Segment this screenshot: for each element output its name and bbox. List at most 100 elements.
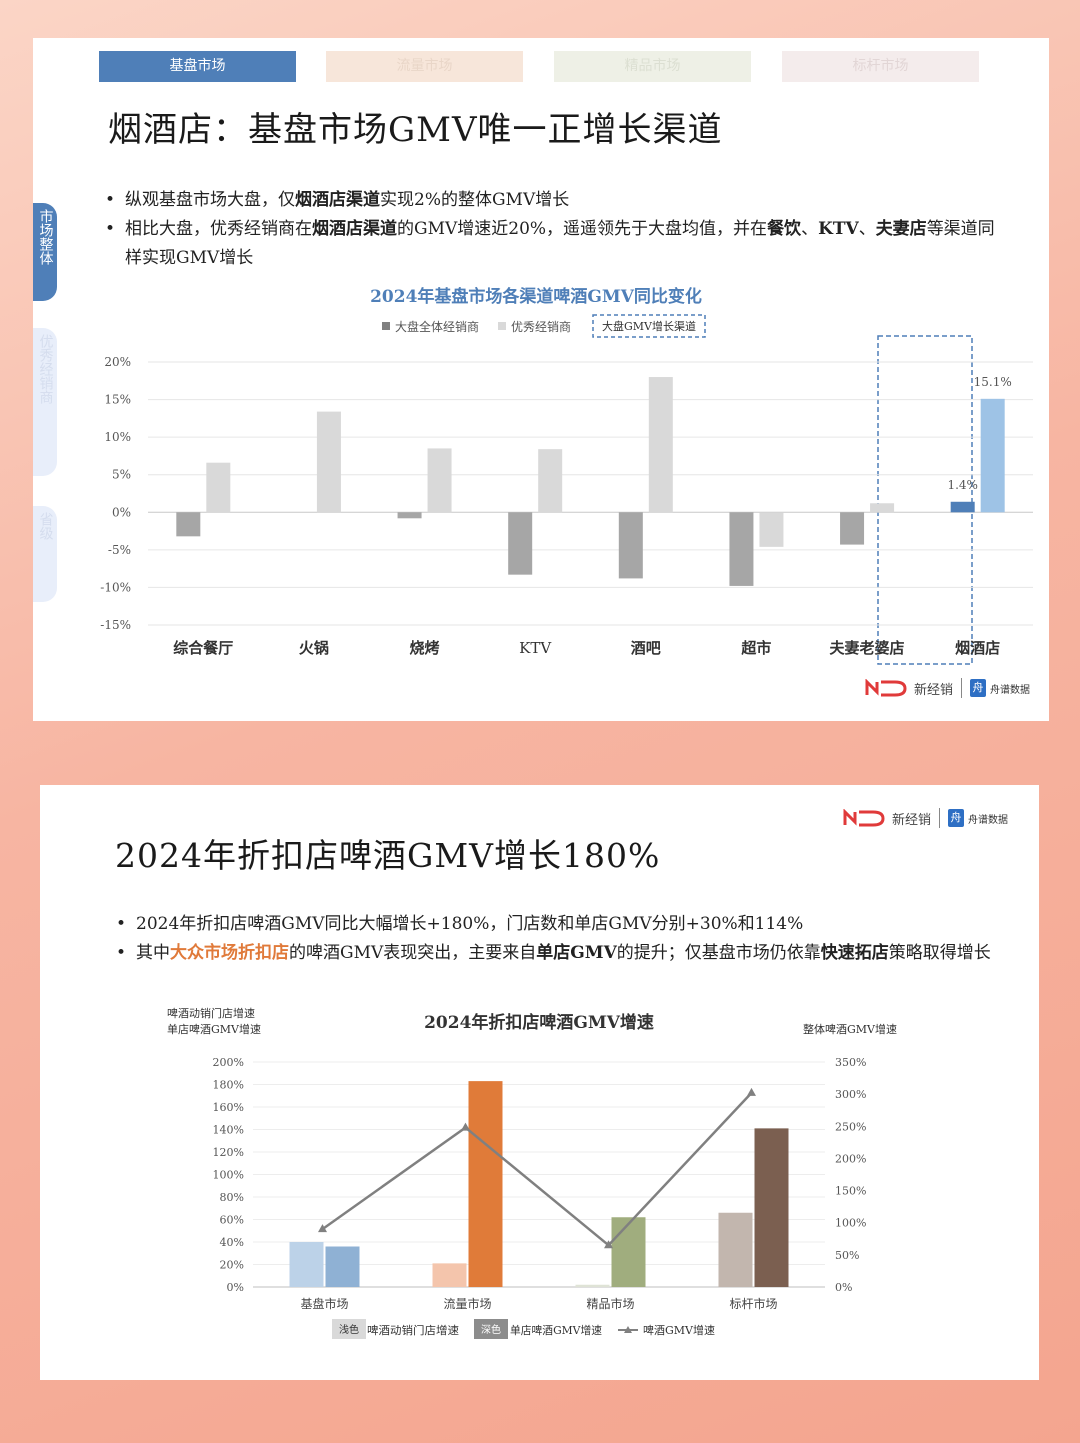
legend-tag-dark: 深色 [481,1323,501,1336]
zhoupu-logo-icon: 舟 [970,679,987,697]
brand-name: 新经销 [914,682,954,698]
bullet-text: 、 [801,219,819,239]
slide-2: 新经销 舟 舟谱数据 2024年折扣店啤酒GMV增长180% 2024年折扣店啤… [40,785,1039,1380]
y-tick-label: -15% [100,618,131,632]
zhoupu-logo-icon: 舟 [948,809,965,827]
data-label: 1.4% [947,478,978,492]
bar-excellent-dealers [980,398,1005,513]
x-category-label: 基盘市场 [300,1296,348,1311]
bar-per-store-gmv-growth [325,1246,360,1287]
x-axis-categories: 综合餐厅 火锅 烧烤 KTV 酒吧 超市 夫妻老婆店 烟酒店 [173,639,1000,657]
legend-label-highlight: 大盘GMV增长渠道 [602,319,696,333]
tab-traffic-market[interactable]: 流量市场 [326,51,523,82]
bar-excellent-dealers [538,449,563,513]
bullet-bold-text: 夫妻店 [875,219,927,239]
bullet-text: 、 [858,219,876,239]
bullet-text: 实现2%的整体GMV增长 [380,190,570,210]
y-axis-ticks: 20% 15% 10% 5% 0% -5% -10% -15% [100,355,131,632]
bar-total-dealers [176,512,201,537]
y-tick-label: 0% [112,505,131,519]
legend-swatch-dark [474,1319,508,1339]
left-tick-label: 200% [213,1056,244,1069]
side-tab-label: 优秀经销商 [37,334,54,404]
right-tick-label: 200% [835,1152,866,1165]
bullet-text: 策略取得增长 [888,943,991,963]
xinjingxiao-logo-icon [865,679,907,697]
bullet-bold-text: 快速拓店 [820,943,889,963]
left-axis-label-1: 啤酒动销门店增速 [167,1006,255,1020]
side-tab-label: 省级 [37,512,54,540]
right-tick-label: 350% [835,1056,866,1069]
bullet-bold-text: 餐饮 [767,219,802,239]
chart-discount-store-gmv: 啤酒动销门店增速 单店啤酒GMV增速 2024年折扣店啤酒GMV增速 整体啤酒G… [167,1006,897,1339]
legend-box-highlight [592,314,706,338]
y-tick-label: 10% [104,430,131,444]
brand-logo: 新经销 舟 舟谱数据 [843,808,1008,828]
bullet-text: 纵观基盘市场大盘，仅 [125,190,295,210]
bullet-item: 相比大盘，优秀经销商在烟酒店渠道的GMV增速近20%，遥遥领先于大盘均值，并在餐… [105,215,1005,273]
bullet-item: 纵观基盘市场大盘，仅烟酒店渠道实现2%的整体GMV增长 [105,186,1005,215]
line-point-marker [747,1087,756,1096]
legend-swatch-total [382,322,390,330]
logo-divider [939,808,941,828]
chart-legend: 大盘全体经销商 优秀经销商 大盘GMV增长渠道 [382,314,706,338]
bar-per-store-gmv-growth [611,1217,646,1287]
x-category-label: 夫妻老婆店 [830,639,905,657]
side-tab-label: 市场整体 [37,209,54,265]
chart-legend: 浅色 啤酒动销门店增速 深色 单店啤酒GMV增速 啤酒GMV增速 [332,1319,715,1339]
legend-label-total: 大盘全体经销商 [395,319,479,334]
gmv-growth-line [321,1092,753,1247]
left-tick-label: 100% [213,1169,244,1182]
brand-logo: 新经销 舟 舟谱数据 [865,678,1030,698]
side-tab-market-overall[interactable]: 市场整体 [33,203,57,301]
y-tick-label: -5% [108,543,131,557]
gmv-line-series [318,1087,756,1249]
legend-swatch-excellent [498,322,506,330]
chart-title: 2024年折扣店啤酒GMV增速 [424,1012,654,1033]
x-category-label: 流量市场 [443,1296,491,1311]
bullet-text: 相比大盘，优秀经销商在 [125,219,312,239]
y-tick-label: 15% [104,393,131,407]
bullet-text: 等渠道同样实现GMV增长 [125,219,995,268]
side-tab-province[interactable]: 省级 [33,506,57,602]
x-category-label: 烟酒店 [955,639,1000,657]
data-labels: 15.1% 1.4% [947,375,1011,492]
left-tick-label: 20% [220,1259,244,1272]
bullet-bold-text: 烟酒店渠道 [312,219,397,239]
bar-total-dealers [618,512,643,579]
bar-excellent-dealers [870,503,895,513]
x-category-label: 标杆市场 [729,1296,777,1311]
bar-per-store-gmv-growth [754,1128,789,1287]
left-tick-label: 120% [213,1146,244,1159]
chart-gridlines [148,361,1033,626]
y-tick-label: 20% [104,355,131,369]
tab-benchmark-market[interactable]: 标杆市场 [782,51,979,82]
side-tab-excellent-dealers[interactable]: 优秀经销商 [33,328,57,476]
x-category-label: 超市 [740,639,771,657]
tab-premium-market[interactable]: 精品市场 [554,51,751,82]
bar-total-dealers [729,512,754,586]
bullet-highlight-text: 大众市场折扣店 [170,943,289,963]
x-category-label: 综合餐厅 [173,639,233,657]
bullet-text: 的啤酒GMV表现突出，主要来自 [289,943,537,963]
right-axis-label: 整体啤酒GMV增速 [803,1022,897,1036]
bullet-bold-text: KTV [818,219,859,239]
x-category-label: 火锅 [299,639,329,657]
slide-1: 基盘市场 流量市场 精品市场 标杆市场 市场整体 优秀经销商 省级 烟酒店：基盘… [33,38,1049,721]
bar-total-dealers [840,512,865,545]
brand-name-2: 舟谱数据 [968,814,1009,826]
left-tick-label: 180% [213,1079,244,1092]
bar-store-growth [575,1284,610,1287]
right-axis-ticks: 350% 300% 250% 200% 150% 100% 50% 0% [835,1056,866,1294]
bar-excellent-dealers [648,377,673,513]
bar-total-dealers [950,501,975,513]
bullet-list: 2024年折扣店啤酒GMV同比大幅增长+180%，门店数和单店GMV分别+30%… [116,910,996,968]
legend-tag-light: 浅色 [339,1323,359,1336]
line-point-marker [461,1122,470,1131]
y-tick-label: 5% [112,468,131,482]
bullet-text: 2024年折扣店啤酒GMV同比大幅增长+180%，门店数和单店GMV分别+30%… [136,914,804,934]
line-point-marker [604,1240,613,1249]
highlight-box [877,335,973,665]
bar-store-growth [432,1263,467,1287]
tab-base-market[interactable]: 基盘市场 [99,51,296,82]
